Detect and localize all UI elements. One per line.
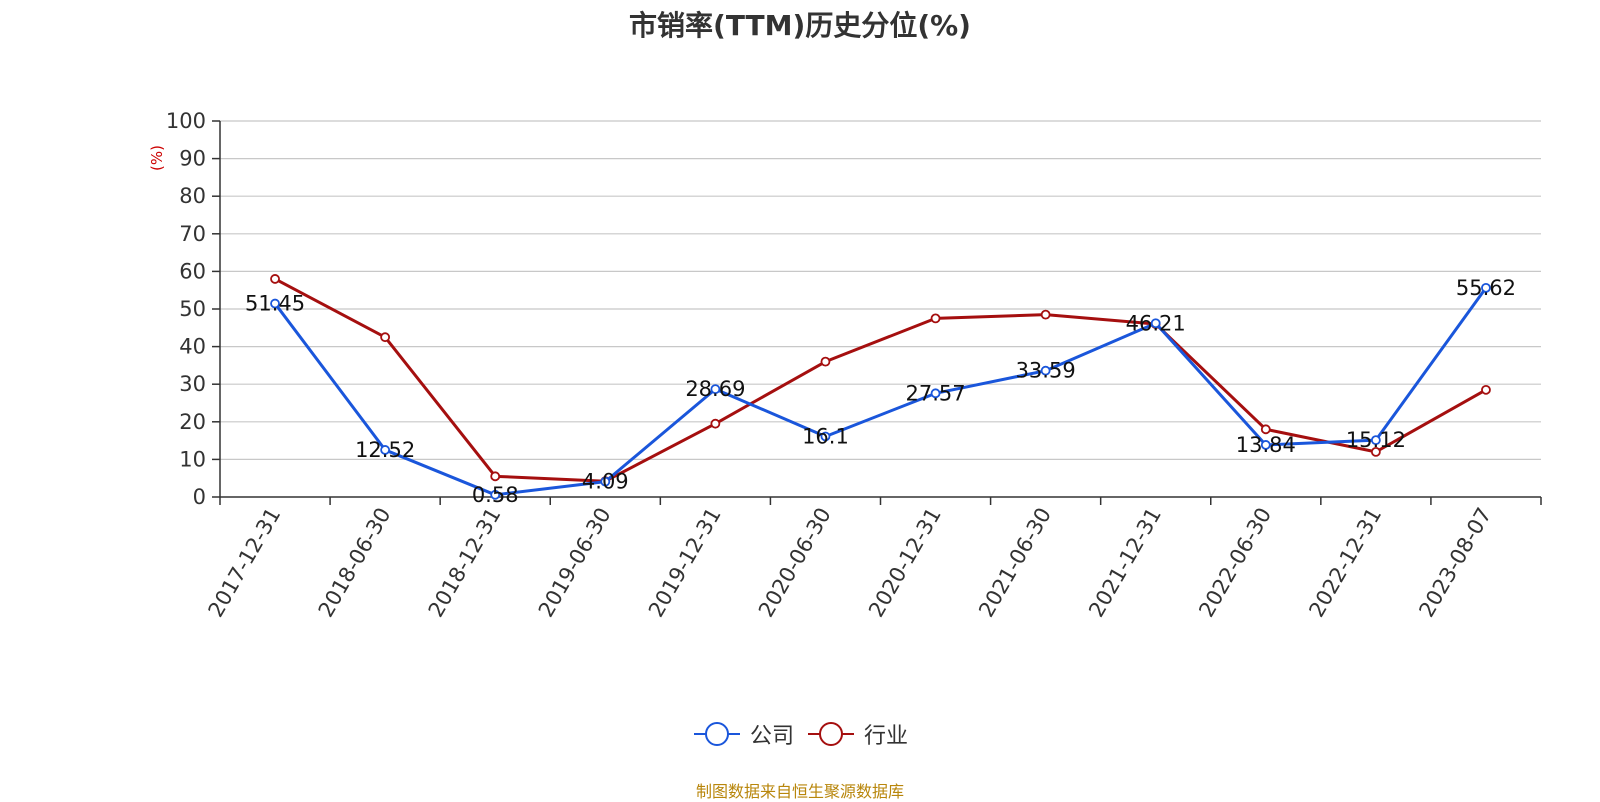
- data-point-company: [710, 384, 721, 395]
- legend-label: 行业: [864, 724, 909, 749]
- data-point-company: [270, 298, 280, 309]
- y-tick-label: 60: [179, 259, 206, 283]
- data-point-company: [490, 489, 501, 500]
- data-label: 27.57: [905, 381, 965, 405]
- data-label: 28.69: [685, 377, 745, 401]
- data-point-company: [1481, 282, 1491, 293]
- legend: 公司 行业: [0, 718, 1600, 753]
- x-tick-label: 2021-12-31: [1084, 504, 1166, 622]
- data-point-company: [1370, 435, 1381, 446]
- legend-marker-icon: [693, 722, 740, 746]
- data-point-company: [1260, 440, 1271, 450]
- data-point-industry: [1260, 424, 1271, 435]
- data-label: 13.84: [1236, 433, 1296, 457]
- data-label: 12.52: [355, 438, 415, 462]
- y-tick-label: 20: [179, 410, 206, 434]
- series-lines: [270, 274, 1491, 500]
- x-tick-label: 2018-06-30: [314, 504, 396, 622]
- y-tick-label: 50: [179, 297, 206, 321]
- series-line-industry: [274, 277, 1487, 483]
- y-tick-label: 100: [166, 109, 206, 133]
- legend-item-industry[interactable]: 行业: [806, 718, 908, 750]
- legend-label: 公司: [749, 724, 794, 749]
- data-point-industry: [930, 313, 941, 324]
- y-axis-unit-label: (%): [148, 145, 166, 171]
- data-point-company: [1150, 318, 1161, 329]
- x-tick-label: 2023-08-07: [1414, 504, 1496, 622]
- data-label: 15.12: [1346, 428, 1406, 452]
- data-labels: 51.45 12.52 0.58 4.09 28.69 16.1 27.57 33.59 46.…: [245, 276, 1516, 507]
- source-footer: 制图数据来自恒生聚源数据库: [695, 782, 904, 801]
- legend-item-company[interactable]: 公司: [692, 718, 794, 750]
- data-point-industry: [1370, 446, 1381, 457]
- data-label: 0.58: [472, 483, 519, 507]
- y-tick-label: 80: [179, 184, 206, 208]
- x-tick-label: 2019-06-30: [534, 504, 616, 622]
- y-tick-label: 40: [179, 335, 206, 359]
- x-axis-ticks: 2017-12-31 2018-06-30 2018-12-31 2019-06-30…: [204, 497, 1542, 622]
- data-label: 16.1: [802, 424, 849, 448]
- x-tick-label: 2022-06-30: [1194, 504, 1276, 622]
- data-point-company: [380, 445, 391, 455]
- data-point-industry: [1481, 384, 1491, 395]
- line-chart: 0 10 20 30 40 50 60 70 80 90 100 2017-12-31 2018-06…: [148, 109, 1542, 622]
- x-tick-label: 2017-12-31: [204, 504, 286, 622]
- data-point-industry: [490, 471, 501, 482]
- data-point-company: [930, 388, 941, 399]
- series-line-company: [273, 286, 1488, 497]
- x-tick-label: 2020-12-31: [864, 504, 946, 622]
- grid-lines: [220, 120, 1541, 460]
- data-label: 4.09: [582, 470, 629, 494]
- x-tick-label: 2018-12-31: [424, 504, 506, 622]
- data-label: 51.45: [245, 292, 305, 316]
- y-tick-label: 10: [179, 447, 206, 471]
- chart-title: 市销率(TTM)历史分位(%): [629, 9, 971, 42]
- y-axis-ticks: 0 10 20 30 40 50 60 70 80 90 100: [166, 109, 220, 509]
- y-tick-label: 0: [193, 485, 206, 509]
- legend-marker-icon: [808, 722, 854, 746]
- data-point-industry: [270, 274, 280, 284]
- data-label: 46.21: [1126, 311, 1186, 335]
- data-point-industry: [820, 356, 831, 367]
- y-tick-label: 70: [179, 222, 206, 246]
- data-point-industry: [380, 332, 391, 343]
- y-tick-label: 30: [179, 372, 206, 396]
- data-point-industry: [1040, 309, 1051, 320]
- x-tick-label: 2019-12-31: [644, 504, 726, 622]
- x-tick-label: 2022-12-31: [1304, 504, 1386, 622]
- x-tick-label: 2020-06-30: [754, 504, 836, 622]
- data-label: 55.62: [1456, 276, 1516, 300]
- data-label: 33.59: [1016, 359, 1076, 383]
- x-tick-label: 2021-06-30: [974, 504, 1056, 622]
- data-point-industry: [710, 418, 721, 429]
- data-point-company: [600, 476, 611, 487]
- y-tick-label: 90: [179, 147, 206, 171]
- data-point-company: [1040, 365, 1051, 376]
- data-point-company: [820, 431, 831, 442]
